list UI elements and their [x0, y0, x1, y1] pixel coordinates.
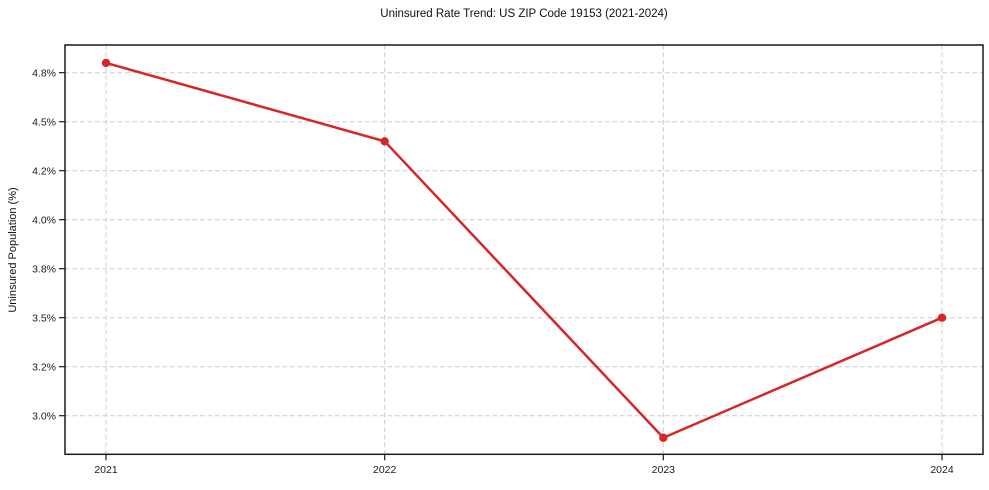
x-tick-label: 2021	[94, 464, 118, 476]
x-tick-label: 2023	[652, 464, 676, 476]
chart-title: Uninsured Rate Trend: US ZIP Code 19153 …	[380, 8, 668, 20]
y-tick-label: 3.5%	[32, 312, 56, 324]
y-tick-label: 4.2%	[32, 165, 56, 177]
data-point-2022	[380, 137, 389, 146]
data-point-2024	[937, 313, 947, 322]
x-tick-label: 2024	[930, 464, 954, 476]
y-tick-label: 4.5%	[32, 116, 56, 128]
y-tick-label: 4.8%	[32, 67, 56, 79]
y-axis-label: Uninsured Population (%)	[7, 187, 19, 313]
data-point-2023	[659, 433, 668, 442]
y-tick-label: 3.8%	[32, 263, 56, 275]
trend-line	[104, 61, 944, 439]
y-tick-label: 4.0%	[32, 214, 56, 226]
data-point-2021	[101, 58, 111, 68]
plot-border	[64, 44, 984, 456]
y-tick-label: 3.0%	[32, 410, 56, 422]
x-tick-label: 2022	[373, 464, 397, 476]
y-tick-label: 3.2%	[32, 361, 56, 373]
